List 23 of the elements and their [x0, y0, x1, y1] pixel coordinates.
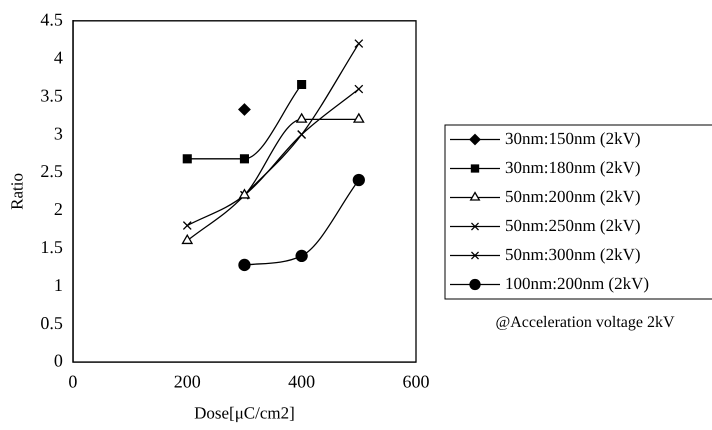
x-tick-label: 600 — [402, 372, 430, 392]
y-tick-label: 0.5 — [40, 312, 63, 333]
y-tick-label: 1.5 — [40, 237, 63, 257]
y-tick-label: 2 — [54, 199, 63, 220]
legend-label: 30nm:150nm (2kV) — [505, 128, 641, 148]
y-axis-title: Ratio — [8, 172, 27, 210]
text: @Acceleration voltage 2kV — [495, 314, 675, 332]
legend-label: 30nm:180nm (2kV) — [505, 158, 641, 177]
legend-label: 50nm:300nm (2kV) — [505, 244, 641, 264]
y-tick-label: 3 — [54, 123, 63, 144]
y-tick-label: 1 — [54, 274, 63, 295]
x-axis-title: Dose[μC/cm2] — [194, 403, 295, 422]
x-tick-label: 400 — [288, 372, 316, 392]
y-tick-label: 2.5 — [40, 161, 63, 182]
x-tick-label: 0 — [68, 372, 78, 392]
legend-label: 50nm:200nm (2kV) — [505, 186, 641, 206]
x-tick-label: 200 — [174, 372, 201, 392]
y-tick-label: 0 — [54, 350, 63, 371]
y-tick-label: 4 — [54, 47, 63, 68]
y-tick-label: 3.5 — [40, 85, 63, 106]
legend-label: 50nm:250nm (2kV) — [505, 216, 641, 235]
legend-label: 100nm:200nm (2kV) — [505, 274, 650, 293]
y-tick-label: 4.5 — [40, 10, 63, 30]
